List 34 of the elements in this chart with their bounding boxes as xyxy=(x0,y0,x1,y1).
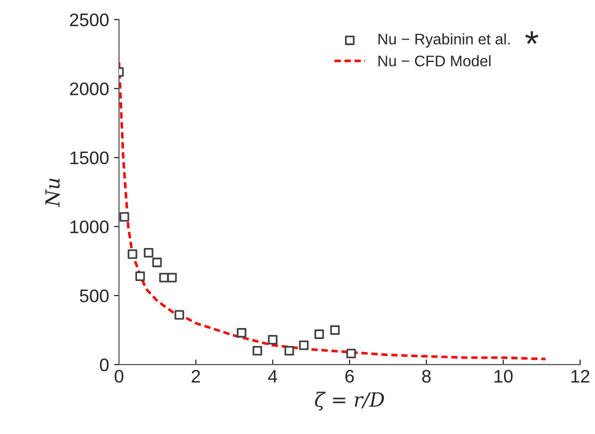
x-tick-label: 8 xyxy=(422,370,431,383)
point xyxy=(346,348,356,358)
point xyxy=(159,272,169,282)
point xyxy=(144,248,154,258)
legend-label: Nu − Ryabinin et al. xyxy=(378,33,510,48)
x-tick-label: 0 xyxy=(114,370,124,383)
point xyxy=(330,325,340,335)
x-tick-label: 4 xyxy=(268,370,278,383)
y-tick-label: 2500 xyxy=(70,13,109,26)
y-tick-label: 2000 xyxy=(70,82,109,96)
point xyxy=(299,340,309,350)
y-tick-label: 500 xyxy=(80,289,109,302)
point xyxy=(314,329,324,339)
x-axis-title: ζ = r/D xyxy=(315,392,384,411)
point xyxy=(268,334,278,344)
y-tick-label: 1000 xyxy=(70,220,109,234)
x-tick-label: 2 xyxy=(192,370,200,383)
point xyxy=(128,249,138,259)
point xyxy=(152,258,162,268)
point xyxy=(135,271,145,281)
y-axis-title: Nu xyxy=(45,178,60,208)
x-tick-label: 6 xyxy=(345,370,354,383)
point xyxy=(252,346,262,356)
point xyxy=(120,212,130,222)
x-tick-label: 12 xyxy=(571,370,590,383)
point xyxy=(167,272,177,282)
point xyxy=(284,346,294,356)
y-tick-label: 1500 xyxy=(70,151,109,164)
point xyxy=(236,328,246,338)
y-tick-label: 0 xyxy=(100,358,109,372)
point xyxy=(174,310,184,320)
x-tick-label: 10 xyxy=(494,370,513,383)
legend-label: Nu − CFD Model xyxy=(378,55,490,66)
annotation: * xyxy=(525,31,538,44)
